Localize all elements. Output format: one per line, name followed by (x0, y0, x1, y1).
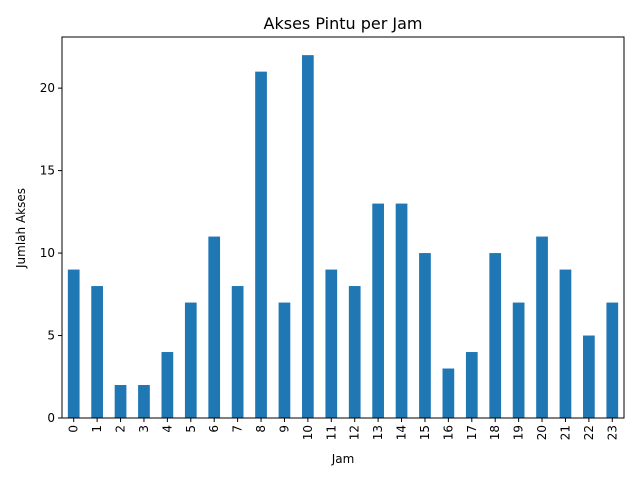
x-tick-label-14: 14 (395, 425, 409, 440)
bar-8 (255, 71, 267, 418)
x-tick-label-4: 4 (160, 425, 174, 433)
bar-9 (278, 302, 291, 418)
x-tick-label-12: 12 (348, 425, 362, 440)
bar-0 (67, 269, 80, 418)
axes-layer: 0 1 2 3 4 5 6 7 8 9 10 11 12 13 14 15 16 17 18 19 20 21 22 2305… (40, 36, 625, 440)
bar-23 (606, 302, 619, 418)
x-tick-label-17: 17 (465, 425, 479, 440)
x-tick-label-10: 10 (301, 425, 315, 440)
bar-1 (91, 286, 103, 418)
x-tick-label-9: 9 (277, 425, 291, 433)
x-tick-label-20: 20 (535, 425, 549, 440)
x-tick-label-13: 13 (371, 425, 385, 440)
x-tick-label-8: 8 (254, 425, 268, 433)
bar-17 (465, 352, 478, 418)
x-tick-label-0: 0 (67, 425, 81, 433)
x-tick-label-2: 2 (114, 425, 128, 433)
bar-13 (372, 203, 384, 418)
y-tick-label-20: 20 (40, 81, 55, 95)
bar-3 (138, 385, 150, 418)
y-tick-label-10: 10 (40, 246, 55, 260)
y-tick-label-5: 5 (47, 329, 55, 343)
bar-7 (231, 286, 244, 418)
x-tick-label-18: 18 (488, 425, 502, 440)
x-tick-label-11: 11 (324, 425, 338, 440)
bar-4 (161, 352, 174, 418)
x-tick-label-5: 5 (184, 425, 198, 433)
bars-layer (67, 55, 619, 418)
bar-14 (395, 203, 408, 418)
x-axis-label: Jam (331, 452, 355, 466)
y-axis-label: Jumlah Akses (14, 188, 28, 269)
bar-15 (419, 253, 431, 418)
bar-18 (489, 253, 502, 418)
bar-21 (559, 269, 572, 418)
bar-12 (348, 286, 361, 418)
bar-6 (208, 236, 221, 418)
x-tick-label-3: 3 (137, 425, 151, 433)
x-tick-label-16: 16 (441, 425, 455, 440)
x-tick-label-7: 7 (231, 425, 245, 433)
y-tick-label-15: 15 (40, 164, 55, 178)
bar-22 (583, 335, 595, 418)
x-tick-label-21: 21 (558, 425, 572, 440)
bar-19 (512, 302, 525, 418)
x-tick-label-22: 22 (582, 425, 596, 440)
x-tick-label-1: 1 (90, 425, 104, 433)
bar-20 (536, 236, 548, 418)
bar-5 (184, 302, 197, 418)
x-tick-label-23: 23 (605, 425, 619, 440)
chart-title: Akses Pintu per Jam (264, 14, 423, 33)
x-tick-label-19: 19 (512, 425, 526, 440)
x-tick-label-6: 6 (207, 425, 221, 433)
bar-2 (114, 385, 127, 418)
plot-frame (61, 36, 625, 419)
x-tick-label-15: 15 (418, 425, 432, 440)
bar-16 (442, 368, 455, 418)
y-tick-label-0: 0 (47, 411, 55, 425)
bar-11 (325, 269, 338, 418)
bar-10 (302, 55, 314, 418)
